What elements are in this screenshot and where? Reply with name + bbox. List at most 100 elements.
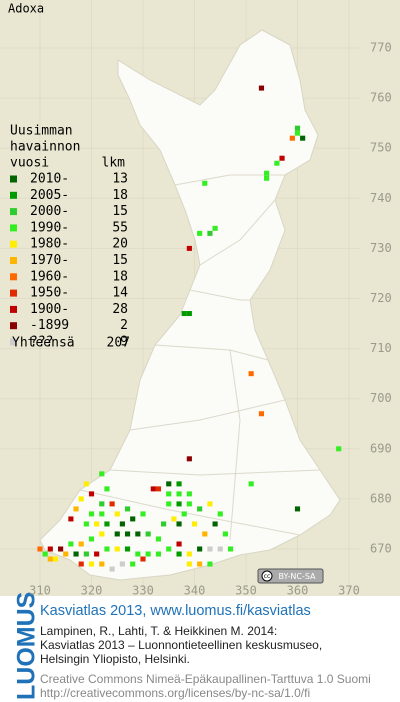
legend-swatch xyxy=(10,191,17,199)
occurrence-square xyxy=(52,556,59,562)
occurrence-square xyxy=(68,516,74,522)
legend-swatch xyxy=(10,338,17,346)
y-tick-label: 710 xyxy=(370,341,392,355)
occurrence-square xyxy=(47,556,53,562)
x-tick-label: 310 xyxy=(29,584,51,598)
occurrence-square xyxy=(58,546,64,552)
legend-count: 55 xyxy=(112,220,128,235)
occurrence-square xyxy=(248,371,254,377)
occurrence-square xyxy=(99,501,105,507)
legend-count: 15 xyxy=(112,253,128,268)
occurrence-square xyxy=(140,556,146,562)
legend-count: 15 xyxy=(112,204,128,219)
occurrence-square xyxy=(166,546,172,552)
occurrence-square xyxy=(171,516,177,522)
legend-label: 1970- xyxy=(30,253,69,268)
finland-outline xyxy=(39,29,341,581)
y-tick-label: 740 xyxy=(370,191,392,205)
occurrence-square xyxy=(114,531,120,537)
y-tick-label: 700 xyxy=(370,391,392,405)
x-tick-label: 350 xyxy=(235,584,257,598)
legend-total: 207 xyxy=(107,336,130,351)
license-badge: cc BY-NC-SA xyxy=(257,568,324,584)
legend-label: 2000- xyxy=(30,204,69,219)
occurrence-square xyxy=(94,551,100,557)
occurrence-square xyxy=(150,486,156,492)
x-tick-label: 370 xyxy=(338,584,360,598)
occurrence-square xyxy=(217,511,223,517)
occurrence-square xyxy=(227,546,234,552)
legend-swatch xyxy=(10,224,17,232)
y-tick-label: 690 xyxy=(370,441,392,455)
legend-swatch xyxy=(10,322,17,330)
legend-count: 18 xyxy=(112,188,128,203)
occurrence-square xyxy=(99,471,105,477)
occurrence-square xyxy=(279,155,285,161)
legend-label: 1900- xyxy=(30,302,69,317)
occurrence-square xyxy=(222,531,228,537)
occurrence-square xyxy=(109,566,115,572)
occurrence-square xyxy=(124,506,131,512)
headline: Kasviatlas 2013, www.luomus.fi/kasviatla… xyxy=(40,603,311,619)
occurrence-square xyxy=(197,561,203,567)
occurrence-square xyxy=(166,481,172,487)
occurrence-square xyxy=(264,175,270,181)
legend-label: 2010- xyxy=(30,172,69,187)
occurrence-square xyxy=(176,481,182,487)
occurrence-square xyxy=(186,311,192,317)
occurrence-square xyxy=(130,516,136,522)
occurrence-square xyxy=(124,546,131,552)
legend-label: ??? xyxy=(30,335,53,350)
svg-text:cc: cc xyxy=(264,573,271,580)
occurrence-square xyxy=(83,521,89,527)
occurrence-square xyxy=(155,486,162,492)
x-tick-label: 330 xyxy=(132,584,154,598)
occurrence-square xyxy=(181,311,187,317)
occurrence-square xyxy=(176,521,182,527)
occurrence-square xyxy=(42,551,48,557)
y-tick-label: 720 xyxy=(370,291,392,305)
occurrence-square xyxy=(145,531,151,537)
occurrence-square xyxy=(124,531,131,537)
occurrence-square xyxy=(186,551,192,557)
occurrence-square xyxy=(114,546,120,552)
badge-text: BY-NC-SA xyxy=(278,572,316,581)
legend-label: 2005- xyxy=(30,188,69,203)
occurrence-square xyxy=(248,481,254,487)
occurrence-square xyxy=(114,511,120,517)
occurrence-square xyxy=(78,561,84,567)
occurrence-square xyxy=(155,551,162,557)
y-tick-label: 680 xyxy=(370,491,392,505)
occurrence-square xyxy=(186,501,192,507)
occurrence-square xyxy=(78,496,84,502)
legend-total-label: Yhteensä xyxy=(12,336,75,351)
occurrence-square xyxy=(83,481,89,487)
logo: LUOMUS xyxy=(13,592,41,700)
x-tick-label: 360 xyxy=(287,584,309,598)
legend-heading: havainnon xyxy=(10,140,80,155)
map-title: Adoxa xyxy=(8,2,44,16)
occurrence-square xyxy=(264,170,270,176)
occurrence-square xyxy=(130,561,136,567)
occurrence-square xyxy=(217,546,223,552)
occurrence-square xyxy=(119,561,125,567)
occurrence-square xyxy=(186,491,192,497)
occurrence-square xyxy=(176,541,182,547)
regional-borders xyxy=(79,174,321,541)
legend-count: 18 xyxy=(112,269,128,284)
legend-count: 20 xyxy=(112,237,128,252)
legend-count: 9 xyxy=(120,335,128,350)
occurrence-square xyxy=(94,521,100,527)
license-line: Creative Commons Nimeä-Epäkaupallinen-Ta… xyxy=(40,672,371,686)
occurrence-square xyxy=(166,501,172,507)
legend-count: 14 xyxy=(112,286,128,301)
legend-count: 2 xyxy=(120,318,128,333)
occurrence-square xyxy=(181,511,187,517)
occurrence-square xyxy=(73,506,79,512)
occurrence-square xyxy=(186,456,192,462)
occurrence-square xyxy=(88,511,95,517)
occurrence-square xyxy=(145,551,151,557)
occurrence-square xyxy=(78,541,84,547)
